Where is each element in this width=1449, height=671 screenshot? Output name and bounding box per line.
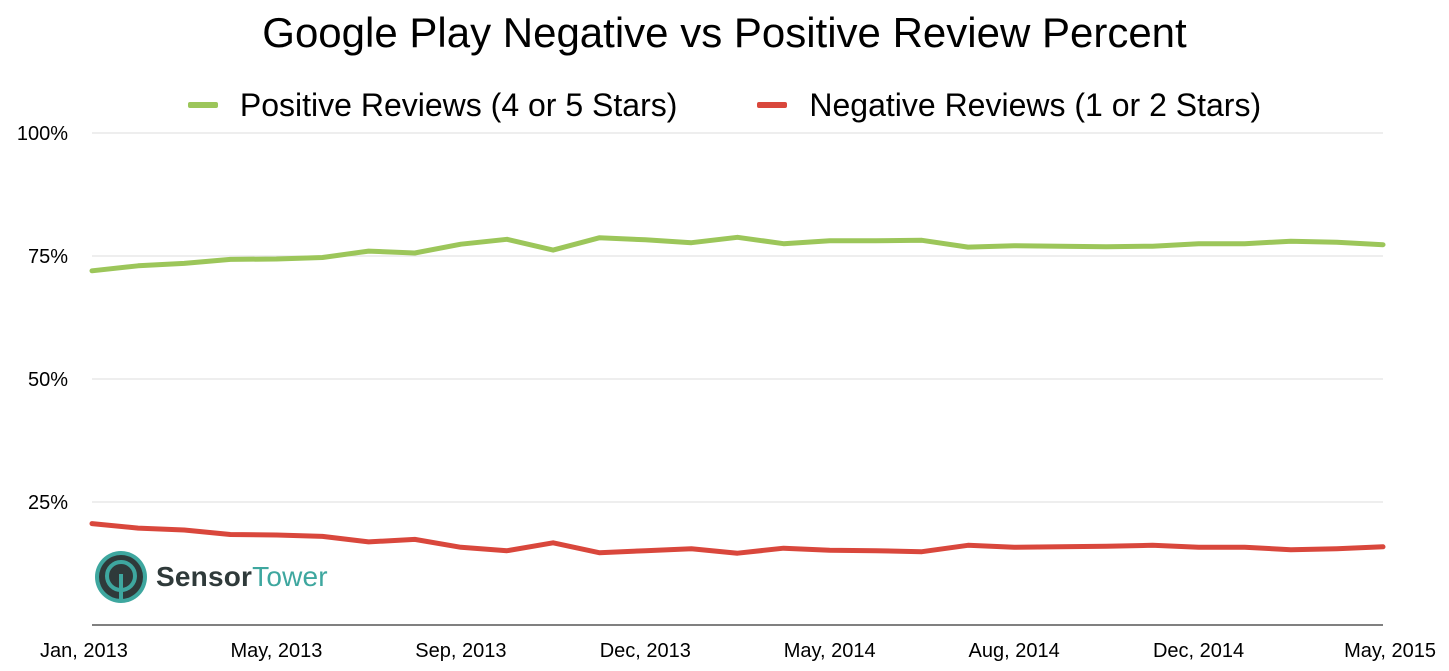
y-tick-label-25: 25%	[28, 492, 68, 514]
y-tick-label-75: 75%	[28, 246, 68, 268]
sensor-tower-logo-icon	[95, 551, 147, 603]
chart-title: Google Play Negative vs Positive Review …	[262, 9, 1187, 56]
legend-label-positive: Positive Reviews (4 or 5 Stars)	[239, 87, 678, 123]
legend-swatch-negative	[757, 102, 788, 108]
legend-swatch-positive	[187, 102, 218, 108]
x-tick-label: Jan, 2013	[40, 640, 128, 662]
x-tick-label: Aug, 2014	[969, 640, 1060, 662]
legend-label-negative: Negative Reviews (1 or 2 Stars)	[809, 87, 1262, 123]
logo-word-sensor: Sensor	[156, 561, 253, 592]
legend-item-positive: Positive Reviews (4 or 5 Stars)	[187, 84, 678, 126]
sensortower-logo: SensorTower	[94, 550, 328, 604]
x-tick-label: May, 2015	[1344, 640, 1436, 662]
y-tick-label-100: 100%	[17, 123, 68, 145]
chart-legend: Positive Reviews (4 or 5 Stars) Negative…	[0, 84, 1449, 126]
x-tick-label: May, 2013	[230, 640, 322, 662]
x-tick-label: Dec, 2013	[600, 640, 691, 662]
x-tick-label: Dec, 2014	[1153, 640, 1244, 662]
series-line-positive	[89, 234, 1386, 274]
x-tick-label: Sep, 2013	[415, 640, 506, 662]
logo-word-tower: Tower	[252, 561, 328, 592]
legend-item-negative: Negative Reviews (1 or 2 Stars)	[757, 84, 1261, 126]
logo-wordmark: SensorTower	[156, 561, 328, 593]
x-tick-label: May, 2014	[784, 640, 876, 662]
series-line-negative	[89, 521, 1386, 556]
y-tick-label-50: 50%	[28, 369, 68, 391]
